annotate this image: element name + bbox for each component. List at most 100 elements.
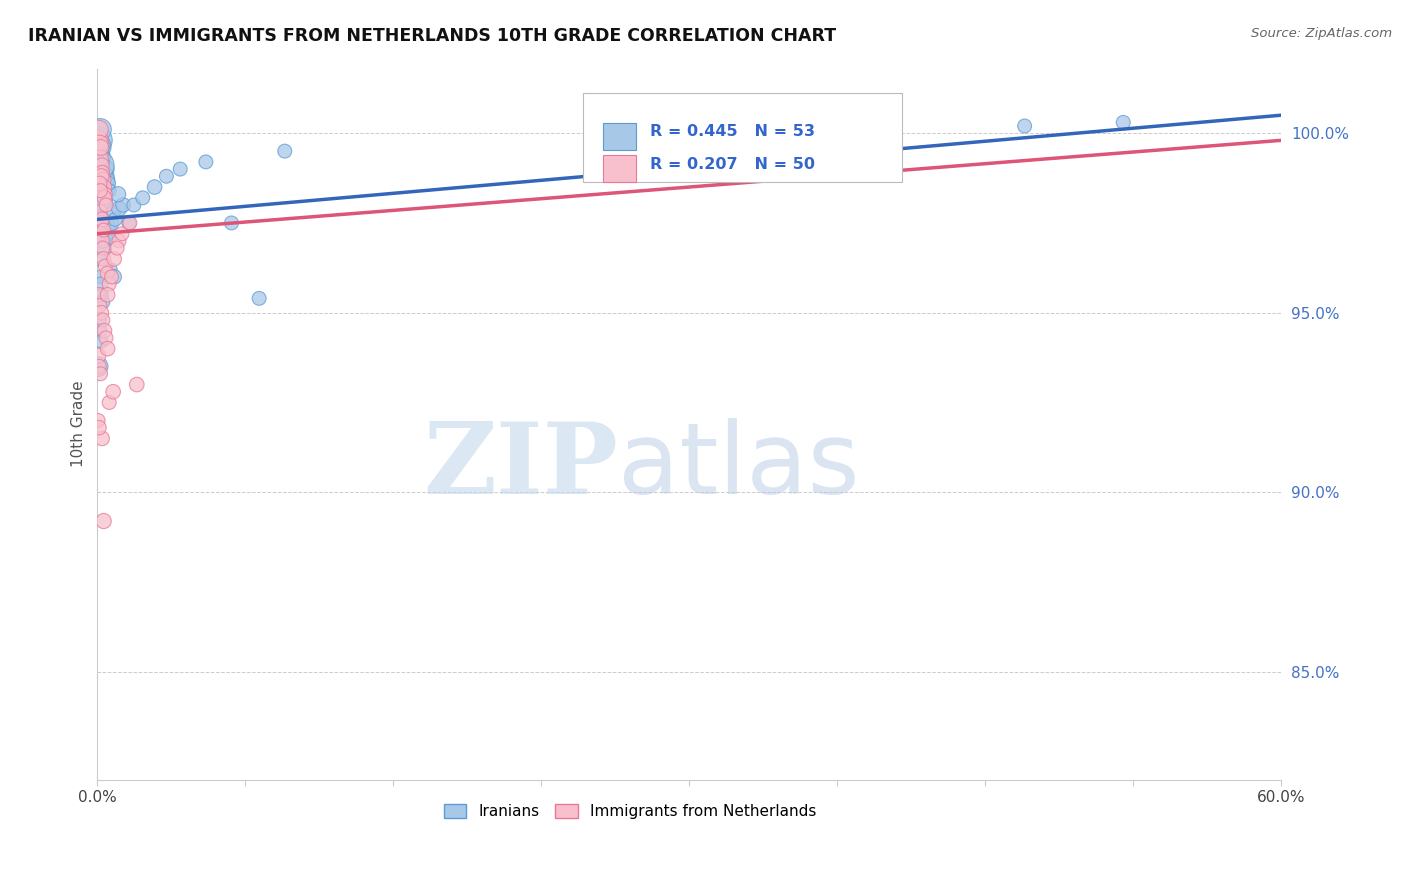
Point xyxy=(93,234,115,248)
Point xyxy=(111,198,134,212)
Point xyxy=(89,252,111,266)
Point xyxy=(93,191,115,205)
Bar xyxy=(603,155,636,183)
Point xyxy=(90,287,112,301)
Point xyxy=(87,359,110,374)
Point xyxy=(194,154,217,169)
Point xyxy=(91,223,114,237)
Y-axis label: 10th Grade: 10th Grade xyxy=(72,381,86,467)
Point xyxy=(108,202,131,216)
Point xyxy=(101,205,124,219)
Point xyxy=(87,191,110,205)
Point xyxy=(132,191,155,205)
Point xyxy=(221,216,243,230)
Point xyxy=(89,144,111,158)
Point xyxy=(97,177,120,191)
FancyBboxPatch shape xyxy=(582,94,903,182)
Text: R = 0.207   N = 50: R = 0.207 N = 50 xyxy=(650,156,815,171)
Point xyxy=(108,234,131,248)
Point xyxy=(90,306,112,320)
Point xyxy=(91,166,114,180)
Point xyxy=(94,187,117,202)
Point xyxy=(97,342,120,356)
Point xyxy=(90,159,112,173)
Point xyxy=(143,180,166,194)
Point xyxy=(94,331,117,345)
Point xyxy=(93,223,115,237)
Point xyxy=(98,184,121,198)
Point xyxy=(93,324,115,338)
Point xyxy=(111,227,134,241)
Point xyxy=(1112,115,1135,129)
Point xyxy=(91,432,114,446)
Point xyxy=(89,269,111,284)
Text: IRANIAN VS IMMIGRANTS FROM NETHERLANDS 10TH GRADE CORRELATION CHART: IRANIAN VS IMMIGRANTS FROM NETHERLANDS 1… xyxy=(28,27,837,45)
Text: ZIP: ZIP xyxy=(423,418,619,516)
Point xyxy=(98,262,121,277)
Point xyxy=(89,122,111,136)
Point xyxy=(97,219,120,234)
Point xyxy=(89,212,111,227)
Point xyxy=(93,180,115,194)
Point xyxy=(169,162,191,177)
Point xyxy=(91,241,114,255)
Point xyxy=(91,313,114,327)
Point xyxy=(87,159,110,173)
Legend: Iranians, Immigrants from Netherlands: Iranians, Immigrants from Netherlands xyxy=(437,797,823,825)
Point xyxy=(122,198,145,212)
Point xyxy=(87,287,110,301)
Point xyxy=(96,180,118,194)
Point xyxy=(89,324,111,338)
Point xyxy=(103,252,125,266)
Point xyxy=(91,151,114,165)
Point xyxy=(87,420,110,434)
Point xyxy=(155,169,177,184)
Point xyxy=(87,122,110,136)
Point xyxy=(91,136,114,151)
Point xyxy=(107,187,129,202)
Point xyxy=(90,147,112,161)
Point xyxy=(96,227,118,241)
Point xyxy=(89,177,111,191)
Point xyxy=(94,241,117,255)
Point xyxy=(90,140,112,154)
Point xyxy=(98,277,121,291)
Point xyxy=(89,154,111,169)
Point xyxy=(118,216,141,230)
Point xyxy=(100,216,122,230)
Point xyxy=(90,277,112,291)
Point xyxy=(89,184,111,198)
Point xyxy=(100,269,122,284)
Point xyxy=(96,266,118,280)
Point xyxy=(94,259,117,273)
Point xyxy=(91,295,114,310)
Text: R = 0.445   N = 53: R = 0.445 N = 53 xyxy=(650,124,815,139)
Point xyxy=(274,144,297,158)
Point xyxy=(87,349,110,363)
Point xyxy=(103,269,125,284)
Point xyxy=(93,514,115,528)
Point xyxy=(87,413,110,427)
Point xyxy=(87,133,110,147)
Bar xyxy=(603,123,636,150)
Point xyxy=(89,367,111,381)
Point xyxy=(90,140,112,154)
Point xyxy=(90,227,112,241)
Point xyxy=(89,216,111,230)
Point xyxy=(87,133,110,147)
Text: atlas: atlas xyxy=(619,418,860,516)
Point xyxy=(89,151,111,165)
Point xyxy=(87,313,110,327)
Point xyxy=(93,252,115,266)
Point xyxy=(94,169,117,184)
Point xyxy=(98,395,121,409)
Point xyxy=(118,216,141,230)
Point xyxy=(96,173,118,187)
Point xyxy=(90,169,112,184)
Point xyxy=(101,384,124,399)
Point xyxy=(97,230,120,244)
Point xyxy=(89,136,111,151)
Point xyxy=(89,299,111,313)
Point xyxy=(91,234,114,248)
Point xyxy=(93,162,115,177)
